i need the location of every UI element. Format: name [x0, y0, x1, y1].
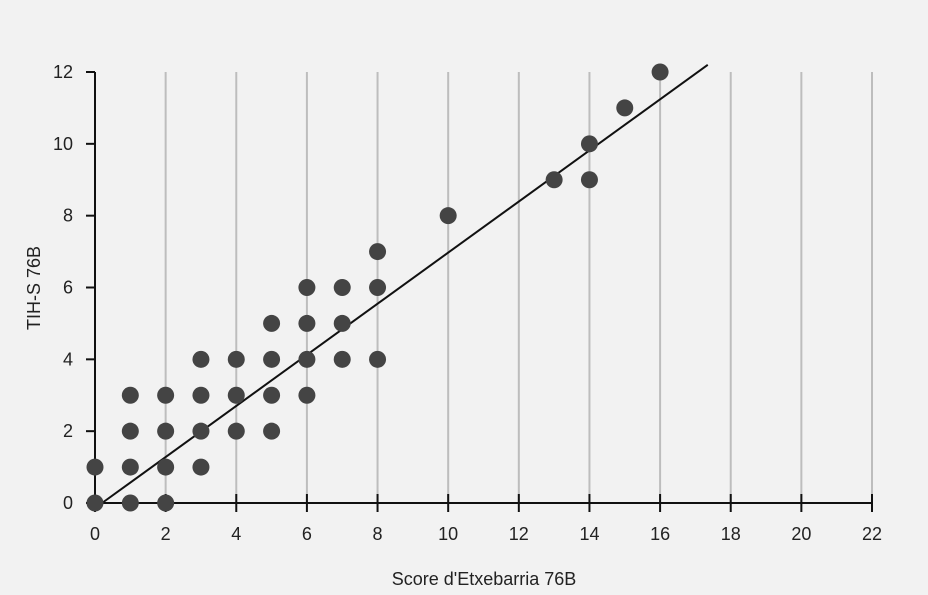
data-point: [121, 386, 139, 404]
data-point: [298, 314, 316, 332]
data-point: [227, 422, 245, 440]
data-point: [369, 279, 387, 296]
data-point: [263, 386, 281, 404]
data-point: [333, 279, 351, 296]
x-tick-label: 8: [373, 524, 383, 544]
data-point: [192, 350, 210, 368]
data-point: [298, 350, 316, 368]
y-tick-label: 12: [53, 62, 73, 82]
y-tick-label: 2: [63, 421, 73, 441]
y-tick-label: 4: [63, 349, 73, 369]
data-point: [121, 494, 139, 512]
y-tick-label: 0: [63, 493, 73, 513]
trendline-layer: [101, 64, 709, 504]
data-point: [157, 422, 175, 440]
data-points: [86, 63, 669, 512]
y-tick-label: 8: [63, 206, 73, 226]
data-point: [263, 314, 281, 332]
y-tick-label: 6: [63, 278, 73, 298]
x-tick-label: 10: [438, 524, 458, 544]
data-point: [157, 458, 175, 476]
y-tick-label: 10: [53, 134, 73, 154]
data-point: [651, 63, 669, 81]
data-point: [192, 458, 210, 476]
data-point: [157, 386, 175, 404]
data-point: [227, 386, 245, 404]
x-tick-label: 4: [231, 524, 241, 544]
data-point: [121, 422, 139, 440]
data-point: [86, 458, 104, 476]
data-point: [121, 458, 139, 476]
data-point: [369, 243, 387, 261]
trendline: [101, 64, 709, 504]
data-point: [192, 422, 210, 440]
data-point: [86, 494, 104, 512]
axes: [86, 71, 873, 512]
data-point: [439, 207, 457, 225]
x-tick-label: 12: [509, 524, 529, 544]
x-tick-label: 20: [791, 524, 811, 544]
data-point: [616, 99, 634, 117]
data-point: [263, 350, 281, 368]
x-tick-label: 22: [862, 524, 882, 544]
data-point: [227, 350, 245, 368]
data-point: [192, 386, 210, 404]
x-tick-label: 6: [302, 524, 312, 544]
data-point: [369, 350, 387, 368]
data-point: [333, 350, 351, 368]
data-point: [298, 279, 316, 296]
x-tick-label: 18: [721, 524, 741, 544]
x-tick-label: 14: [579, 524, 599, 544]
x-tick-label: 16: [650, 524, 670, 544]
data-point: [580, 171, 598, 189]
x-tick-label: 2: [161, 524, 171, 544]
data-point: [580, 135, 598, 153]
data-point: [157, 494, 175, 512]
data-point: [263, 422, 281, 440]
y-axis-title: TIH-S 76B: [24, 246, 44, 330]
data-point: [333, 314, 351, 332]
data-point: [298, 386, 316, 404]
data-point: [545, 171, 563, 189]
x-axis-title: Score d'Etxebarria 76B: [392, 569, 577, 589]
tick-labels: 0 2 4 6 8 10 12 14 16 18 20 22 0 2 4 6 8 10 12: [53, 62, 882, 544]
x-tick-label: 0: [90, 524, 100, 544]
